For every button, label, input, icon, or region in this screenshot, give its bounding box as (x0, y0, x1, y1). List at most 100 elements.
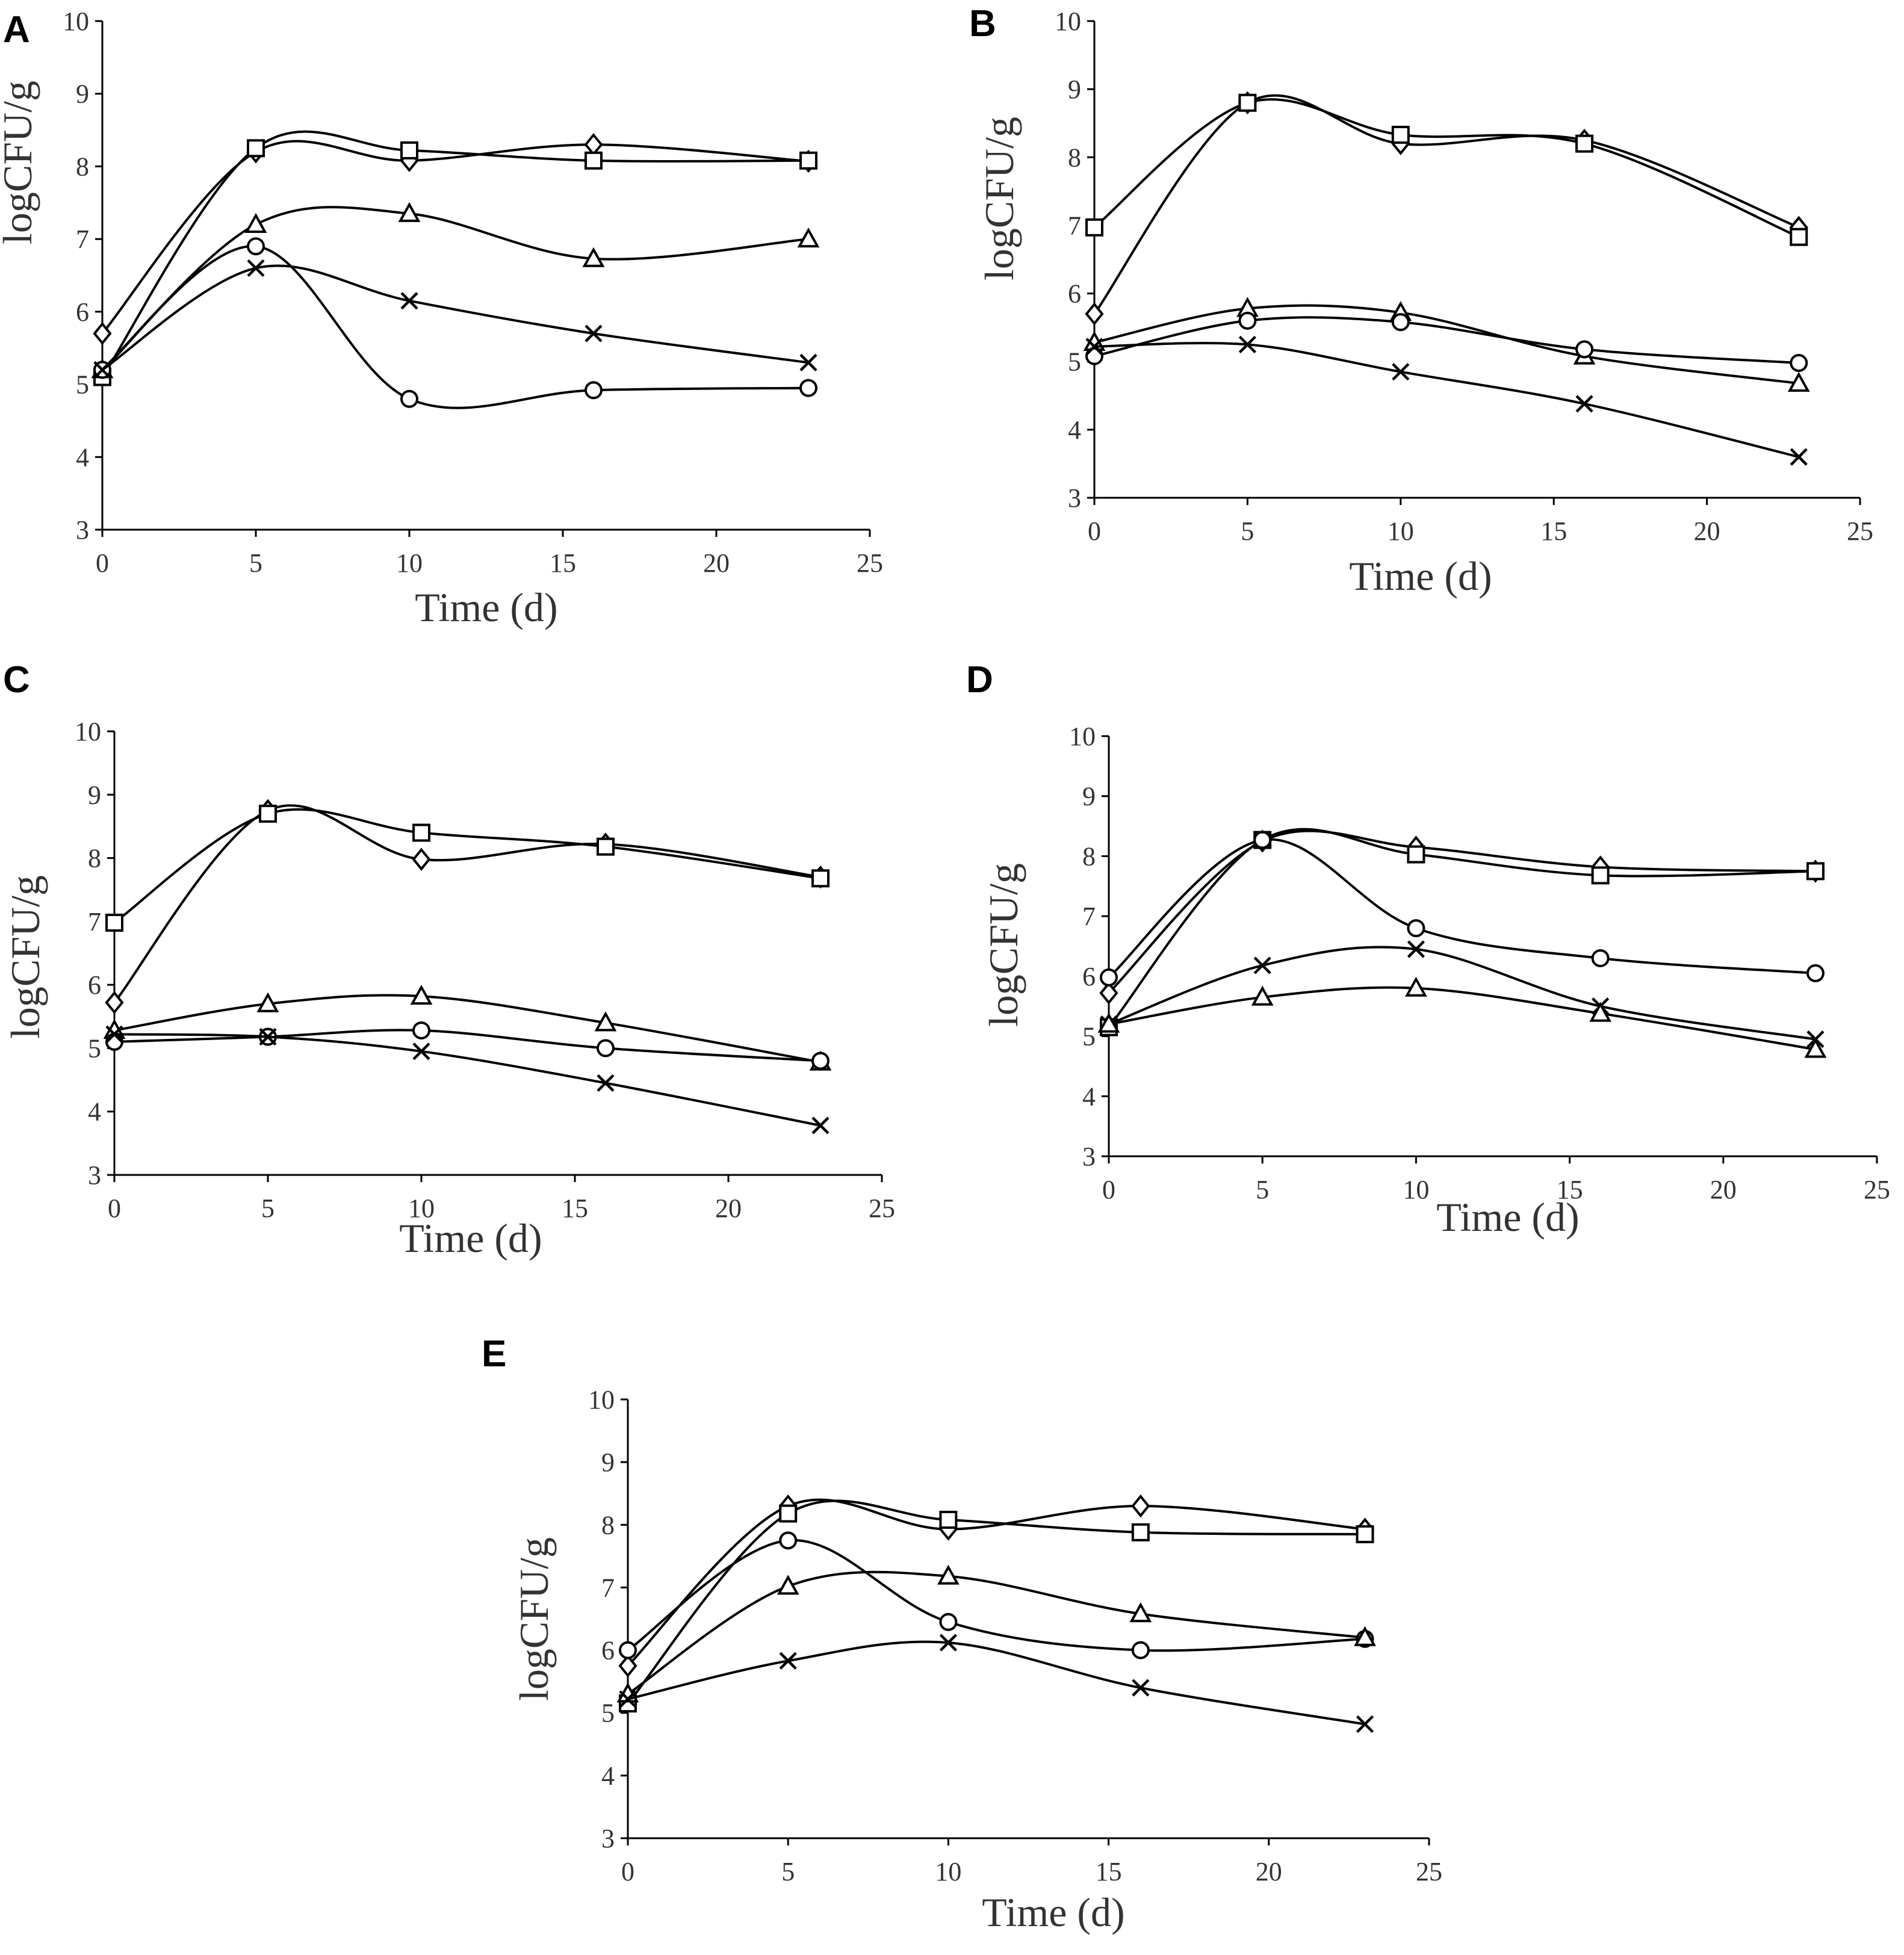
panel-b-circle-marker (1790, 353, 1808, 372)
panel-a-series-square (93, 130, 817, 386)
panel-d-triangle-marker (1804, 1038, 1827, 1058)
panel-d-cross-marker (1407, 940, 1425, 958)
panel-e-y-tick-label: 3 (601, 1824, 615, 1853)
panel-c-circle-marker (811, 1052, 830, 1070)
panel-c-circle-marker (105, 1032, 123, 1051)
panel-d-x-tick-label: 25 (1864, 1175, 1890, 1204)
panel-a-series-triangle (91, 202, 820, 379)
panel-a-series-circle-line (101, 245, 809, 409)
panel-b-circle-marker (1238, 311, 1257, 330)
panel-c-y-tick-label: 9 (88, 780, 101, 810)
panel-a-diamond-marker (584, 133, 603, 156)
panel-b-y-tick-label: 4 (1068, 415, 1081, 445)
panel-d-x-tick-label: 10 (1403, 1175, 1429, 1204)
panel-c-series-triangle-line (114, 994, 821, 1064)
panel-d-square-marker (1806, 862, 1825, 881)
panel-e-series-cross-line (627, 1640, 1365, 1726)
panel-b-x-tick-label: 0 (1088, 516, 1101, 546)
panel-c-y-axis-title: logCFU/g (2, 875, 48, 1039)
panel-e-square-marker (939, 1510, 958, 1529)
panel-a-x-tick-label: 0 (96, 548, 109, 578)
panel-a-x-tick-label: 5 (249, 548, 262, 578)
panel-b-series-triangle (1083, 297, 1810, 392)
panel-c-cross-marker (597, 1074, 615, 1092)
panel-b-series-circle-line (1094, 316, 1799, 364)
panel-b-x-tick-label: 10 (1388, 516, 1414, 546)
panel-e-x-tick-label: 0 (621, 1857, 634, 1886)
panel-a-triangle-marker (582, 247, 605, 267)
panel-c-x-tick-label: 5 (261, 1194, 274, 1223)
panel-c-y-tick-label: 4 (88, 1097, 101, 1127)
panel-c-square-marker (105, 913, 123, 932)
panel-c-series-cross-line (114, 1033, 821, 1127)
panel-b-y-tick-label: 3 (1068, 483, 1081, 513)
panel-e-x-tick-label: 20 (1256, 1857, 1282, 1886)
panel-e-series-square-line (627, 1499, 1365, 1705)
panel-e-y-tick-label: 6 (601, 1636, 615, 1665)
panel-e-circle-marker (619, 1641, 637, 1659)
panel-e-y-tick-label: 5 (601, 1699, 615, 1728)
panel-e-x-tick-label: 5 (781, 1857, 795, 1886)
panel-c-x-axis-title: Time (d) (399, 1215, 542, 1261)
panel-b-circle-marker (1391, 313, 1410, 332)
panel-c-y-tick-label: 10 (75, 717, 101, 746)
panel-b-y-tick-label: 9 (1068, 75, 1081, 104)
panel-a-square-marker (247, 139, 265, 158)
panel-b-cross-marker (1085, 338, 1103, 356)
panel-e-x-tick-label: 10 (935, 1857, 961, 1886)
panel-e-triangle-marker (937, 1564, 960, 1585)
panel-a-series-cross-line (101, 264, 809, 371)
panel-c-letter: C (3, 659, 30, 701)
panel-d-series-square-line (1108, 828, 1816, 1028)
panel-e-circle-marker (779, 1531, 798, 1550)
panel-c-y-tick-label: 3 (88, 1160, 101, 1190)
panel-d-y-tick-label: 4 (1082, 1082, 1096, 1111)
panel-d-y-tick-label: 3 (1082, 1142, 1096, 1171)
panel-b-x-axis-title: Time (d) (1349, 553, 1492, 599)
panel-b-square-marker (1790, 228, 1808, 246)
panel-c-square-marker (597, 837, 615, 856)
panel-e-cross-marker (1356, 1715, 1374, 1733)
panel-e-series-cross (619, 1634, 1374, 1733)
panel-d-square-marker (1407, 845, 1425, 864)
panel-b-x-tick-label: 5 (1241, 516, 1254, 546)
panel-a-y-axis-title: logCFU/g (0, 81, 40, 244)
panel-b-cross-marker (1238, 335, 1256, 354)
panel-c-series-diamond-line (113, 804, 821, 1003)
panel-b-x-tick-label: 25 (1847, 516, 1873, 546)
panel-b-square-marker (1085, 218, 1103, 237)
panel-c-series-circle (105, 1021, 830, 1070)
panel-e-square-marker (1131, 1523, 1150, 1541)
panel-e-series-square (619, 1499, 1374, 1713)
panel-b-cross-marker (1790, 448, 1808, 466)
panel-a-cross-marker (585, 324, 603, 342)
panel-a-square-marker (585, 151, 603, 170)
panel-b-series-cross (1085, 335, 1808, 466)
panel-e-circle-marker (1131, 1641, 1150, 1659)
panel-d-y-tick-label: 10 (1069, 722, 1096, 751)
panel-e-series-circle (619, 1531, 1374, 1659)
panel-b-diamond-marker (1085, 302, 1104, 326)
panel-e-diamond-marker (1131, 1494, 1150, 1518)
panel-c-series-square-line (113, 808, 821, 924)
panel-e-square-marker (1356, 1525, 1374, 1543)
panel-a-letter: A (3, 9, 30, 51)
panel-d-diamond-marker (1099, 981, 1118, 1005)
panel-b-series-diamond-line (1093, 94, 1799, 315)
panel-a-circle-marker (400, 389, 418, 408)
panel-a-y-tick-label: 6 (76, 297, 89, 327)
panel-b-circle-marker (1575, 340, 1594, 359)
panel-b-series-triangle-line (1094, 304, 1799, 385)
panel-c-triangle-marker (594, 1011, 617, 1032)
panel-e-cross-marker (779, 1652, 797, 1670)
panel-b-letter: B (969, 3, 996, 45)
panel-d-x-tick-label: 5 (1256, 1175, 1269, 1204)
panel-c-square-marker (259, 804, 277, 823)
panel-a-series-cross (93, 259, 817, 379)
panel-b-y-tick-label: 6 (1068, 279, 1081, 309)
panel-d-series-cross-line (1108, 946, 1816, 1041)
panel-e-y-axis-title: logCFU/g (511, 1537, 557, 1701)
panel-e-y-tick-label: 10 (588, 1385, 615, 1414)
panel-c-x-tick-label: 0 (108, 1194, 121, 1223)
panel-d-series-diamond-line (1108, 829, 1816, 994)
